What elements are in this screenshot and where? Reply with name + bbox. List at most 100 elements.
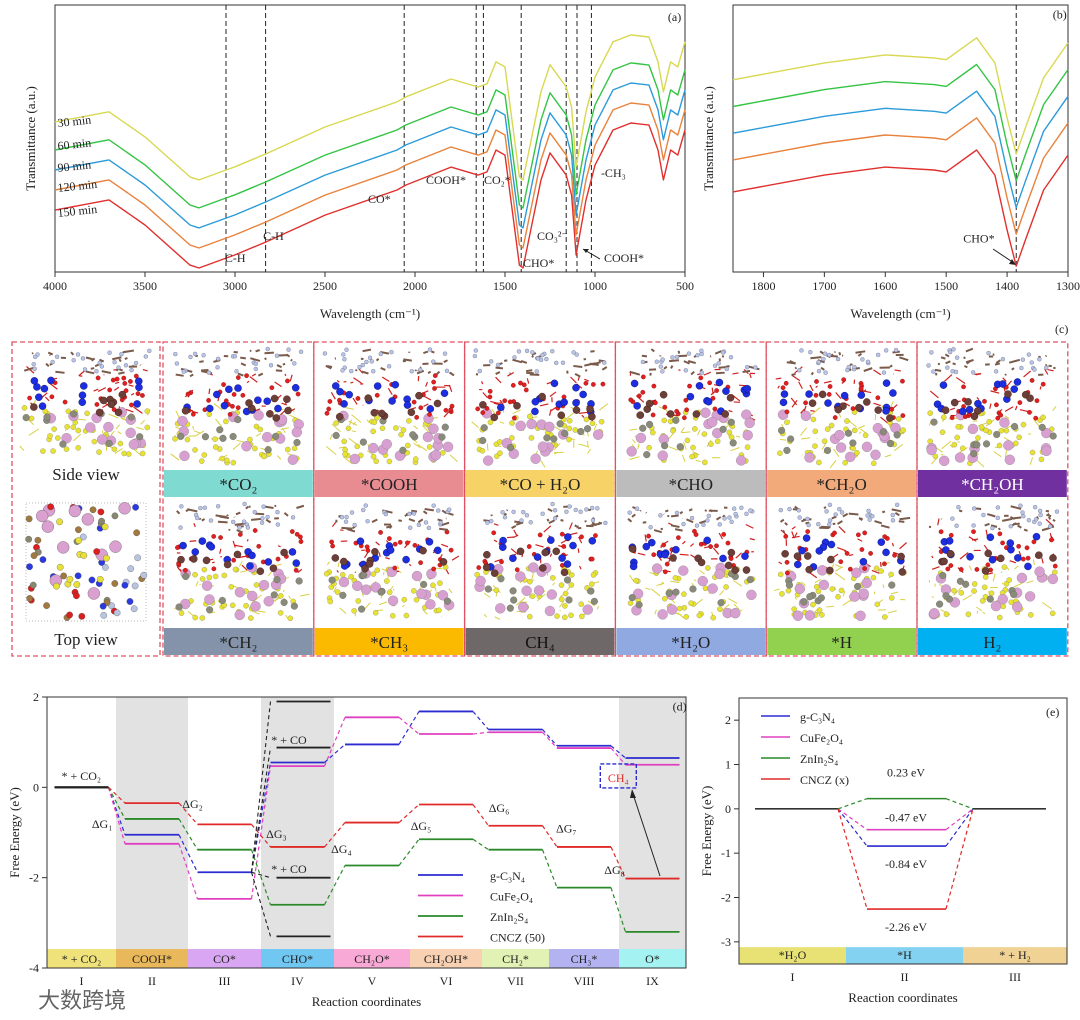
bond bbox=[118, 358, 122, 363]
energy-connector bbox=[323, 717, 346, 767]
atom bbox=[439, 558, 448, 566]
bond bbox=[416, 369, 425, 375]
bond bbox=[578, 536, 583, 544]
atom bbox=[213, 390, 221, 399]
bond bbox=[809, 384, 814, 392]
atom bbox=[630, 379, 639, 388]
atom bbox=[263, 596, 274, 607]
panel-e-y-tick-label: 2 bbox=[725, 713, 731, 727]
atom bbox=[487, 419, 494, 426]
atom bbox=[633, 577, 640, 584]
atom bbox=[514, 567, 520, 573]
atom bbox=[32, 366, 37, 371]
bond bbox=[844, 549, 846, 552]
atom bbox=[990, 525, 995, 531]
watermark: 大数跨境 bbox=[38, 988, 126, 1013]
atom bbox=[646, 420, 654, 428]
bond bbox=[540, 460, 546, 468]
atom bbox=[578, 601, 584, 607]
bond bbox=[423, 403, 429, 408]
bond bbox=[645, 587, 651, 590]
atom bbox=[526, 418, 537, 430]
atom bbox=[978, 424, 985, 431]
atom bbox=[780, 390, 789, 398]
bond bbox=[1004, 406, 1014, 412]
bond bbox=[512, 409, 521, 414]
atom bbox=[185, 391, 191, 397]
atom bbox=[726, 429, 733, 436]
atom bbox=[579, 390, 587, 399]
atom bbox=[359, 438, 367, 446]
atom bbox=[1006, 539, 1015, 547]
atom bbox=[476, 565, 482, 570]
atom bbox=[97, 508, 105, 516]
atom bbox=[988, 555, 997, 564]
atom bbox=[927, 410, 933, 416]
atom bbox=[407, 408, 416, 417]
atom bbox=[287, 454, 299, 465]
bond bbox=[493, 523, 499, 526]
intermediate-label: *COOH bbox=[361, 475, 418, 494]
atom bbox=[661, 442, 669, 450]
atom bbox=[206, 606, 214, 614]
atom bbox=[579, 534, 584, 540]
atom bbox=[223, 560, 232, 569]
panel-a-x-tick-label: 1500 bbox=[493, 279, 517, 293]
atom bbox=[192, 447, 198, 453]
atom bbox=[29, 581, 37, 589]
atom bbox=[948, 532, 954, 538]
ch4-arrow-head-icon bbox=[630, 789, 636, 798]
atom bbox=[328, 576, 336, 584]
atom bbox=[1007, 545, 1015, 554]
panel-b-series-line bbox=[732, 63, 1069, 182]
panel-a-y-axis-label: Transmittance (a.u.) bbox=[23, 86, 38, 191]
atom bbox=[724, 561, 733, 570]
atom bbox=[550, 435, 558, 443]
bond bbox=[874, 413, 877, 420]
atom bbox=[119, 352, 124, 357]
atom bbox=[819, 612, 825, 618]
bond bbox=[340, 529, 344, 531]
bond bbox=[791, 526, 796, 530]
bond bbox=[871, 569, 880, 574]
panel-d-label: (d) bbox=[673, 700, 687, 714]
atom bbox=[996, 442, 1003, 449]
atom bbox=[701, 431, 708, 437]
atom bbox=[47, 433, 53, 439]
atom bbox=[365, 519, 370, 524]
atom bbox=[898, 568, 907, 576]
atom bbox=[540, 353, 545, 358]
atom bbox=[105, 439, 113, 447]
atom bbox=[409, 369, 414, 374]
atom bbox=[806, 522, 811, 528]
bond bbox=[578, 411, 588, 414]
atom bbox=[274, 353, 280, 358]
atom bbox=[785, 587, 792, 594]
bond bbox=[193, 430, 200, 434]
bond bbox=[591, 361, 601, 366]
atom bbox=[402, 555, 410, 564]
bond bbox=[178, 568, 182, 571]
bond bbox=[790, 397, 798, 406]
atom bbox=[377, 588, 385, 596]
atom bbox=[506, 604, 514, 612]
bond bbox=[424, 507, 434, 512]
atom bbox=[367, 355, 373, 360]
bond bbox=[663, 365, 668, 370]
energy-value-label: 0.23 eV bbox=[887, 766, 925, 780]
bond bbox=[371, 518, 378, 523]
bond bbox=[855, 350, 866, 354]
atom bbox=[258, 579, 270, 591]
atom bbox=[473, 348, 478, 353]
panel-a-x-tick-label: 1000 bbox=[583, 279, 607, 293]
atom bbox=[207, 543, 216, 551]
atom bbox=[827, 518, 833, 523]
panel-d-state-band bbox=[410, 949, 482, 968]
bond bbox=[506, 509, 509, 512]
atom bbox=[852, 364, 857, 370]
bond bbox=[251, 594, 262, 604]
atom bbox=[753, 365, 758, 370]
atom bbox=[722, 387, 730, 395]
atom bbox=[398, 431, 404, 438]
atom bbox=[175, 545, 180, 550]
